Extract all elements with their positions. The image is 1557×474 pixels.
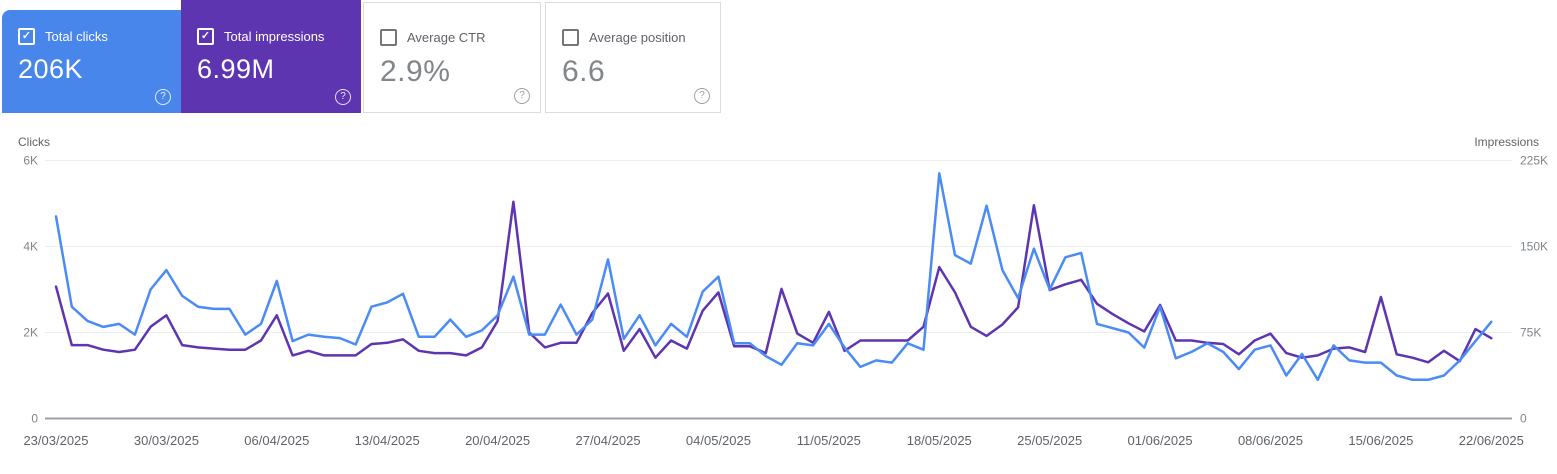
clicks-line[interactable] bbox=[54, 172, 1493, 382]
right-axis-tick-label: 150K bbox=[1520, 240, 1548, 254]
x-axis-date-label: 01/06/2025 bbox=[1128, 433, 1193, 448]
x-axis-date-label: 25/05/2025 bbox=[1017, 433, 1082, 448]
help-icon[interactable]: ? bbox=[155, 89, 171, 105]
x-axis-date-label: 27/04/2025 bbox=[575, 433, 640, 448]
check-mark-icon: ✓ bbox=[21, 30, 32, 42]
checkbox-unchecked-icon[interactable]: ✓ bbox=[562, 29, 579, 46]
left-axis-tick-label: 4K bbox=[23, 240, 38, 254]
help-icon[interactable]: ? bbox=[694, 88, 710, 104]
x-axis-date-label: 22/06/2025 bbox=[1459, 433, 1524, 448]
x-axis-date-label: 13/04/2025 bbox=[355, 433, 420, 448]
metric-card-average-position[interactable]: ✓ Average position 6.6 ? bbox=[545, 2, 721, 113]
metric-card-value: 206K bbox=[18, 54, 84, 84]
x-axis-date-label: 11/05/2025 bbox=[797, 433, 861, 448]
metric-card-value: 6.99M bbox=[197, 54, 275, 84]
right-axis-tick-label: 75K bbox=[1520, 326, 1541, 340]
x-axis-date-label: 30/03/2025 bbox=[134, 433, 199, 448]
x-axis-date-label: 08/06/2025 bbox=[1238, 433, 1303, 448]
impressions-line[interactable] bbox=[54, 200, 1493, 364]
right-axis-tick-label: 225K bbox=[1520, 154, 1548, 168]
metric-card-label: Total clicks bbox=[45, 29, 108, 44]
metric-card-total-clicks[interactable]: ✓ Total clicks 206K ? bbox=[2, 10, 181, 113]
metric-card-header: ✓ Total clicks bbox=[18, 28, 165, 45]
metric-card-value: 2.9% bbox=[380, 55, 451, 88]
checkbox-unchecked-icon[interactable]: ✓ bbox=[380, 29, 397, 46]
help-icon[interactable]: ? bbox=[335, 89, 351, 105]
left-axis-tick-label: 2K bbox=[23, 326, 38, 340]
right-axis-title: Impressions bbox=[1474, 135, 1539, 149]
metric-card-header: ✓ Average position bbox=[562, 29, 704, 46]
x-axis-date-label: 04/05/2025 bbox=[686, 433, 751, 448]
metric-card-value: 6.6 bbox=[562, 55, 606, 88]
left-axis-tick-label: 0 bbox=[31, 412, 38, 426]
metric-card-header: ✓ Average CTR bbox=[380, 29, 524, 46]
metric-card-average-ctr[interactable]: ✓ Average CTR 2.9% ? bbox=[363, 2, 541, 113]
x-axis-date-label: 15/06/2025 bbox=[1348, 433, 1413, 448]
x-axis-date-label: 20/04/2025 bbox=[465, 433, 530, 448]
checkbox-checked-icon[interactable]: ✓ bbox=[197, 28, 214, 45]
checkbox-checked-icon[interactable]: ✓ bbox=[18, 28, 35, 45]
metric-card-label: Average CTR bbox=[407, 30, 486, 45]
metric-card-label: Average position bbox=[589, 30, 686, 45]
help-icon[interactable]: ? bbox=[514, 88, 530, 104]
left-axis-title: Clicks bbox=[18, 135, 50, 149]
check-mark-icon: ✓ bbox=[200, 30, 211, 42]
metric-card-label: Total impressions bbox=[224, 29, 325, 44]
metric-card-total-impressions[interactable]: ✓ Total impressions 6.99M ? bbox=[181, 0, 361, 113]
x-axis-date-label: 18/05/2025 bbox=[907, 433, 972, 448]
right-axis-tick-label: 0 bbox=[1520, 412, 1527, 426]
metric-card-header: ✓ Total impressions bbox=[197, 28, 345, 45]
left-axis-tick-label: 6K bbox=[23, 154, 38, 168]
x-axis-date-label: 23/03/2025 bbox=[23, 433, 88, 448]
x-axis-date-label: 06/04/2025 bbox=[244, 433, 309, 448]
